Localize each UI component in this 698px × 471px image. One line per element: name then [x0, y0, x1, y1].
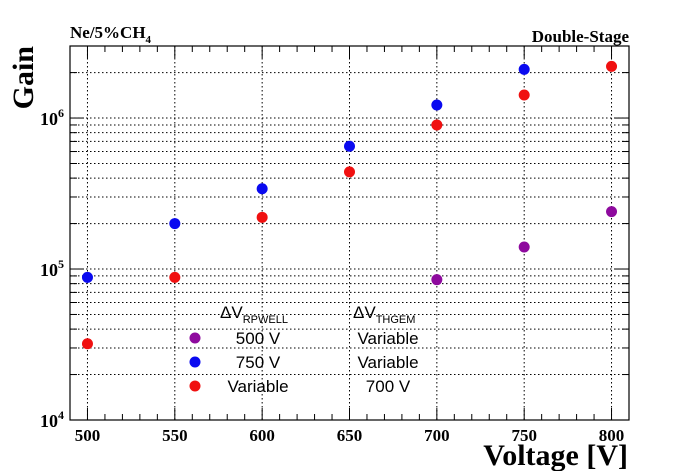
data-point-series-2 — [169, 271, 181, 283]
data-point-series-1 — [518, 63, 530, 75]
data-points — [81, 60, 618, 350]
legend-marker-variable — [189, 380, 201, 392]
legend-marker-500v — [189, 332, 201, 344]
data-point-series-2 — [431, 119, 443, 131]
x-tick-label: 800 — [599, 426, 625, 445]
x-axis-title: Voltage [V] — [483, 439, 628, 471]
data-point-series-2 — [518, 89, 530, 101]
corner-label: Double-Stage — [532, 27, 630, 46]
y-tick-label: 105 — [40, 257, 64, 280]
axis-ticks — [69, 46, 630, 420]
data-point-series-0 — [431, 274, 443, 286]
x-tick-label: 550 — [162, 426, 188, 445]
legend-thgem-500v: Variable — [357, 329, 418, 348]
data-point-series-2 — [81, 338, 93, 350]
data-point-series-1 — [431, 99, 443, 111]
data-point-series-2 — [606, 60, 618, 72]
legend: ΔVRPWELL ΔVTHGEM 500 V Variable 750 V Va… — [189, 303, 419, 396]
legend-rpwell-750v: 750 V — [236, 353, 281, 372]
y-axis-title: Gain — [7, 46, 40, 110]
x-tick-labels: 500 550 600 650 700 750 800 — [75, 426, 625, 445]
legend-thgem-variable: 700 V — [366, 377, 411, 396]
data-point-series-2 — [256, 211, 268, 223]
grid-lines — [70, 46, 629, 420]
data-point-series-1 — [81, 271, 93, 283]
legend-rpwell-500v: 500 V — [236, 329, 281, 348]
x-tick-label: 700 — [424, 426, 450, 445]
x-tick-label: 500 — [75, 426, 101, 445]
y-tick-label: 106 — [40, 106, 64, 129]
data-point-series-2 — [344, 166, 355, 178]
legend-rpwell-variable: Variable — [227, 377, 288, 396]
legend-thgem-750v: Variable — [357, 353, 418, 372]
x-tick-label: 600 — [249, 426, 275, 445]
gas-label: Ne/5%CH4 — [70, 23, 152, 46]
data-point-series-1 — [169, 218, 181, 230]
y-tick-labels: 104 105 106 — [40, 106, 64, 431]
data-point-series-0 — [606, 206, 618, 218]
legend-header-rpwell: ΔVRPWELL — [220, 303, 288, 326]
y-tick-label: 104 — [40, 408, 64, 431]
data-point-series-0 — [518, 241, 530, 253]
legend-marker-750v — [189, 356, 201, 368]
data-point-series-1 — [256, 183, 268, 195]
x-tick-label: 650 — [337, 426, 363, 445]
legend-header-thgem: ΔVTHGEM — [353, 303, 415, 326]
data-point-series-1 — [344, 140, 355, 152]
x-tick-label: 750 — [511, 426, 537, 445]
